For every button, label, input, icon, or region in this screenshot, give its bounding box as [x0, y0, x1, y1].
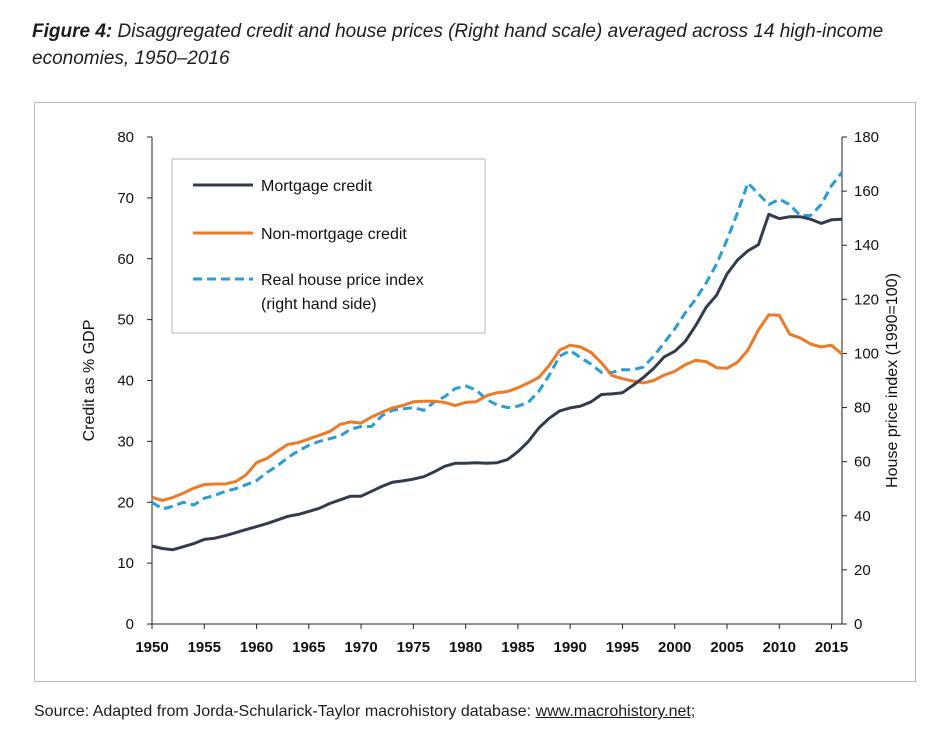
x-tick-label: 1960 — [240, 639, 273, 656]
left-tick-label: 80 — [117, 129, 134, 146]
right-tick-label: 60 — [854, 454, 871, 471]
right-tick-label: 80 — [854, 400, 871, 417]
legend-box — [171, 158, 486, 334]
x-tick-label: 1995 — [606, 639, 639, 656]
x-tick-label: 1950 — [135, 639, 168, 656]
source-text: Source: Adapted from Jorda-Schularick-Ta… — [34, 703, 536, 720]
left-axis-ticks: 0 10 20 30 40 50 60 70 80 — [117, 129, 152, 633]
x-tick-label: 1975 — [397, 639, 430, 656]
series-line-house-price-index — [151, 171, 844, 511]
source-note: Source: Adapted from Jorda-Schularick-Ta… — [34, 703, 695, 721]
x-tick-label: 2005 — [710, 639, 743, 656]
right-axis-ticks: 0 20 40 60 80 100 120 140 160 180 — [842, 129, 879, 633]
x-tick-label: 2015 — [815, 639, 848, 656]
line-chart: 0 10 20 30 40 50 60 70 80 0 20 40 60 80 100 120 140 160 1… — [81, 129, 901, 656]
x-tick-label: 2000 — [658, 639, 691, 656]
series-line-mortgage-credit — [151, 212, 843, 552]
left-tick-label: 0 — [126, 616, 134, 633]
x-tick-label: 1980 — [449, 639, 482, 656]
x-tick-label: 1955 — [188, 639, 221, 656]
x-axis-ticks: 1950 1955 1960 1965 1970 1975 1980 1985 1990 1995… — [135, 624, 848, 656]
figure-title-text: Disaggregated credit and house prices (R… — [32, 21, 884, 69]
legend: Mortgage credit Non-mortgage credit Real h… — [171, 158, 486, 334]
right-tick-label: 120 — [854, 291, 879, 308]
left-tick-label: 40 — [117, 373, 134, 390]
legend-item-house-price-index-label: (right hand side) — [261, 296, 377, 313]
legend-item-non-mortgage-credit-label: Non-mortgage credit — [261, 226, 407, 243]
left-tick-label: 50 — [117, 312, 134, 329]
right-tick-label: 100 — [854, 345, 879, 362]
x-tick-label: 1965 — [292, 639, 325, 656]
source-link[interactable]: www.macrohistory.net; — [535, 703, 696, 720]
legend-item-house-price-index-label: Real house price index — [261, 272, 424, 289]
figure-title: Figure 4: Disaggregated credit and house… — [32, 18, 922, 72]
x-tick-label: 1970 — [344, 639, 377, 656]
right-tick-label: 40 — [854, 508, 871, 525]
series-line-non-mortgage-credit — [151, 313, 843, 502]
right-tick-label: 160 — [854, 183, 879, 200]
right-tick-label: 180 — [854, 129, 879, 146]
left-tick-label: 20 — [117, 494, 134, 511]
x-tick-label: 1985 — [501, 639, 534, 656]
legend-item-mortgage-credit-label: Mortgage credit — [261, 178, 373, 195]
figure-label: Figure 4: — [32, 21, 113, 42]
left-tick-label: 10 — [117, 555, 134, 572]
left-tick-label: 60 — [117, 251, 134, 268]
chart-frame: 0 10 20 30 40 50 60 70 80 0 20 40 60 80 100 120 140 160 1… — [34, 102, 916, 682]
x-tick-label: 2010 — [763, 639, 796, 656]
left-tick-label: 30 — [117, 433, 134, 450]
right-tick-label: 140 — [854, 237, 879, 254]
x-tick-label: 1990 — [553, 639, 586, 656]
left-tick-label: 70 — [117, 190, 134, 207]
series-lines — [151, 171, 844, 552]
left-axis-title: Credit as % GDP — [81, 320, 98, 442]
right-axis-title: House price index (1990=100) — [884, 273, 901, 488]
right-tick-label: 20 — [854, 562, 871, 579]
right-tick-label: 0 — [854, 616, 862, 633]
